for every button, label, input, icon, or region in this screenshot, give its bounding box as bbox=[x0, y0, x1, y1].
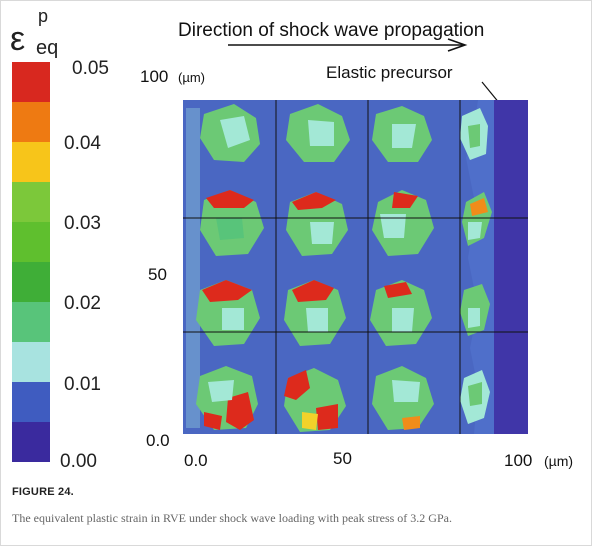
precursor-band bbox=[494, 100, 528, 434]
grain bbox=[284, 280, 346, 346]
colorbar-seg-8 bbox=[12, 342, 50, 382]
strain-map bbox=[183, 100, 528, 434]
y-tick-bottom: 0.0 bbox=[146, 431, 170, 450]
colorbar-seg-6 bbox=[12, 262, 50, 302]
figure-caption: The equivalent plastic strain in RVE und… bbox=[12, 511, 452, 525]
legend-tick: 0.04 bbox=[64, 133, 101, 154]
legend-tick: 0.02 bbox=[64, 293, 101, 314]
grid-lines bbox=[183, 100, 528, 434]
colorbar-seg-7 bbox=[12, 302, 50, 342]
legend-subscript: eq bbox=[36, 37, 58, 59]
legend-superscript: p bbox=[38, 8, 48, 26]
grain bbox=[460, 284, 490, 336]
grain bbox=[462, 192, 492, 246]
propagation-arrow bbox=[228, 38, 468, 52]
x-tick-right: 100 bbox=[504, 451, 532, 470]
grain bbox=[200, 190, 264, 256]
grain bbox=[196, 280, 260, 346]
y-unit: (µm) bbox=[178, 70, 205, 85]
x-tick-left: 0.0 bbox=[184, 451, 208, 470]
colorbar-seg-4 bbox=[12, 182, 50, 222]
legend-tick: 0.03 bbox=[64, 213, 101, 234]
colorbar bbox=[12, 62, 50, 462]
colorbar-seg-3 bbox=[12, 142, 50, 182]
colorbar-seg-9 bbox=[12, 382, 50, 422]
grain bbox=[460, 108, 488, 160]
colorbar-seg-1 bbox=[12, 62, 50, 102]
grain bbox=[286, 192, 348, 256]
x-unit: (µm) bbox=[544, 453, 573, 469]
grain bbox=[372, 190, 434, 256]
grain bbox=[372, 366, 434, 430]
y-tick-mid: 50 bbox=[148, 265, 167, 284]
grain bbox=[372, 106, 432, 162]
precursor-annotation: Elastic precursor bbox=[326, 63, 453, 82]
left-speckle-band bbox=[186, 108, 200, 428]
y-tick-top: 100 bbox=[140, 67, 168, 86]
figure-label: FIGURE 24. bbox=[12, 486, 74, 498]
legend-tick: 0.01 bbox=[64, 374, 101, 395]
wavefront-band bbox=[466, 100, 494, 434]
propagation-title: Direction of shock wave propagation bbox=[178, 20, 484, 41]
grain bbox=[460, 370, 490, 424]
grain bbox=[284, 368, 346, 432]
grain bbox=[286, 104, 350, 162]
strain-figure: ε p eq 0.05 0.04 0.03 0.02 0.01 0.00 Dir… bbox=[10, 8, 573, 472]
grain bbox=[200, 104, 260, 162]
legend-tick: 0.00 bbox=[60, 451, 97, 472]
colorbar-seg-2 bbox=[12, 102, 50, 142]
grain bbox=[370, 280, 432, 346]
x-tick-mid: 50 bbox=[333, 449, 352, 468]
colorbar-seg-5 bbox=[12, 222, 50, 262]
legend-symbol: ε bbox=[10, 20, 25, 58]
colorbar-seg-10 bbox=[12, 422, 50, 462]
legend-tick: 0.05 bbox=[72, 58, 109, 79]
grain bbox=[196, 366, 258, 430]
